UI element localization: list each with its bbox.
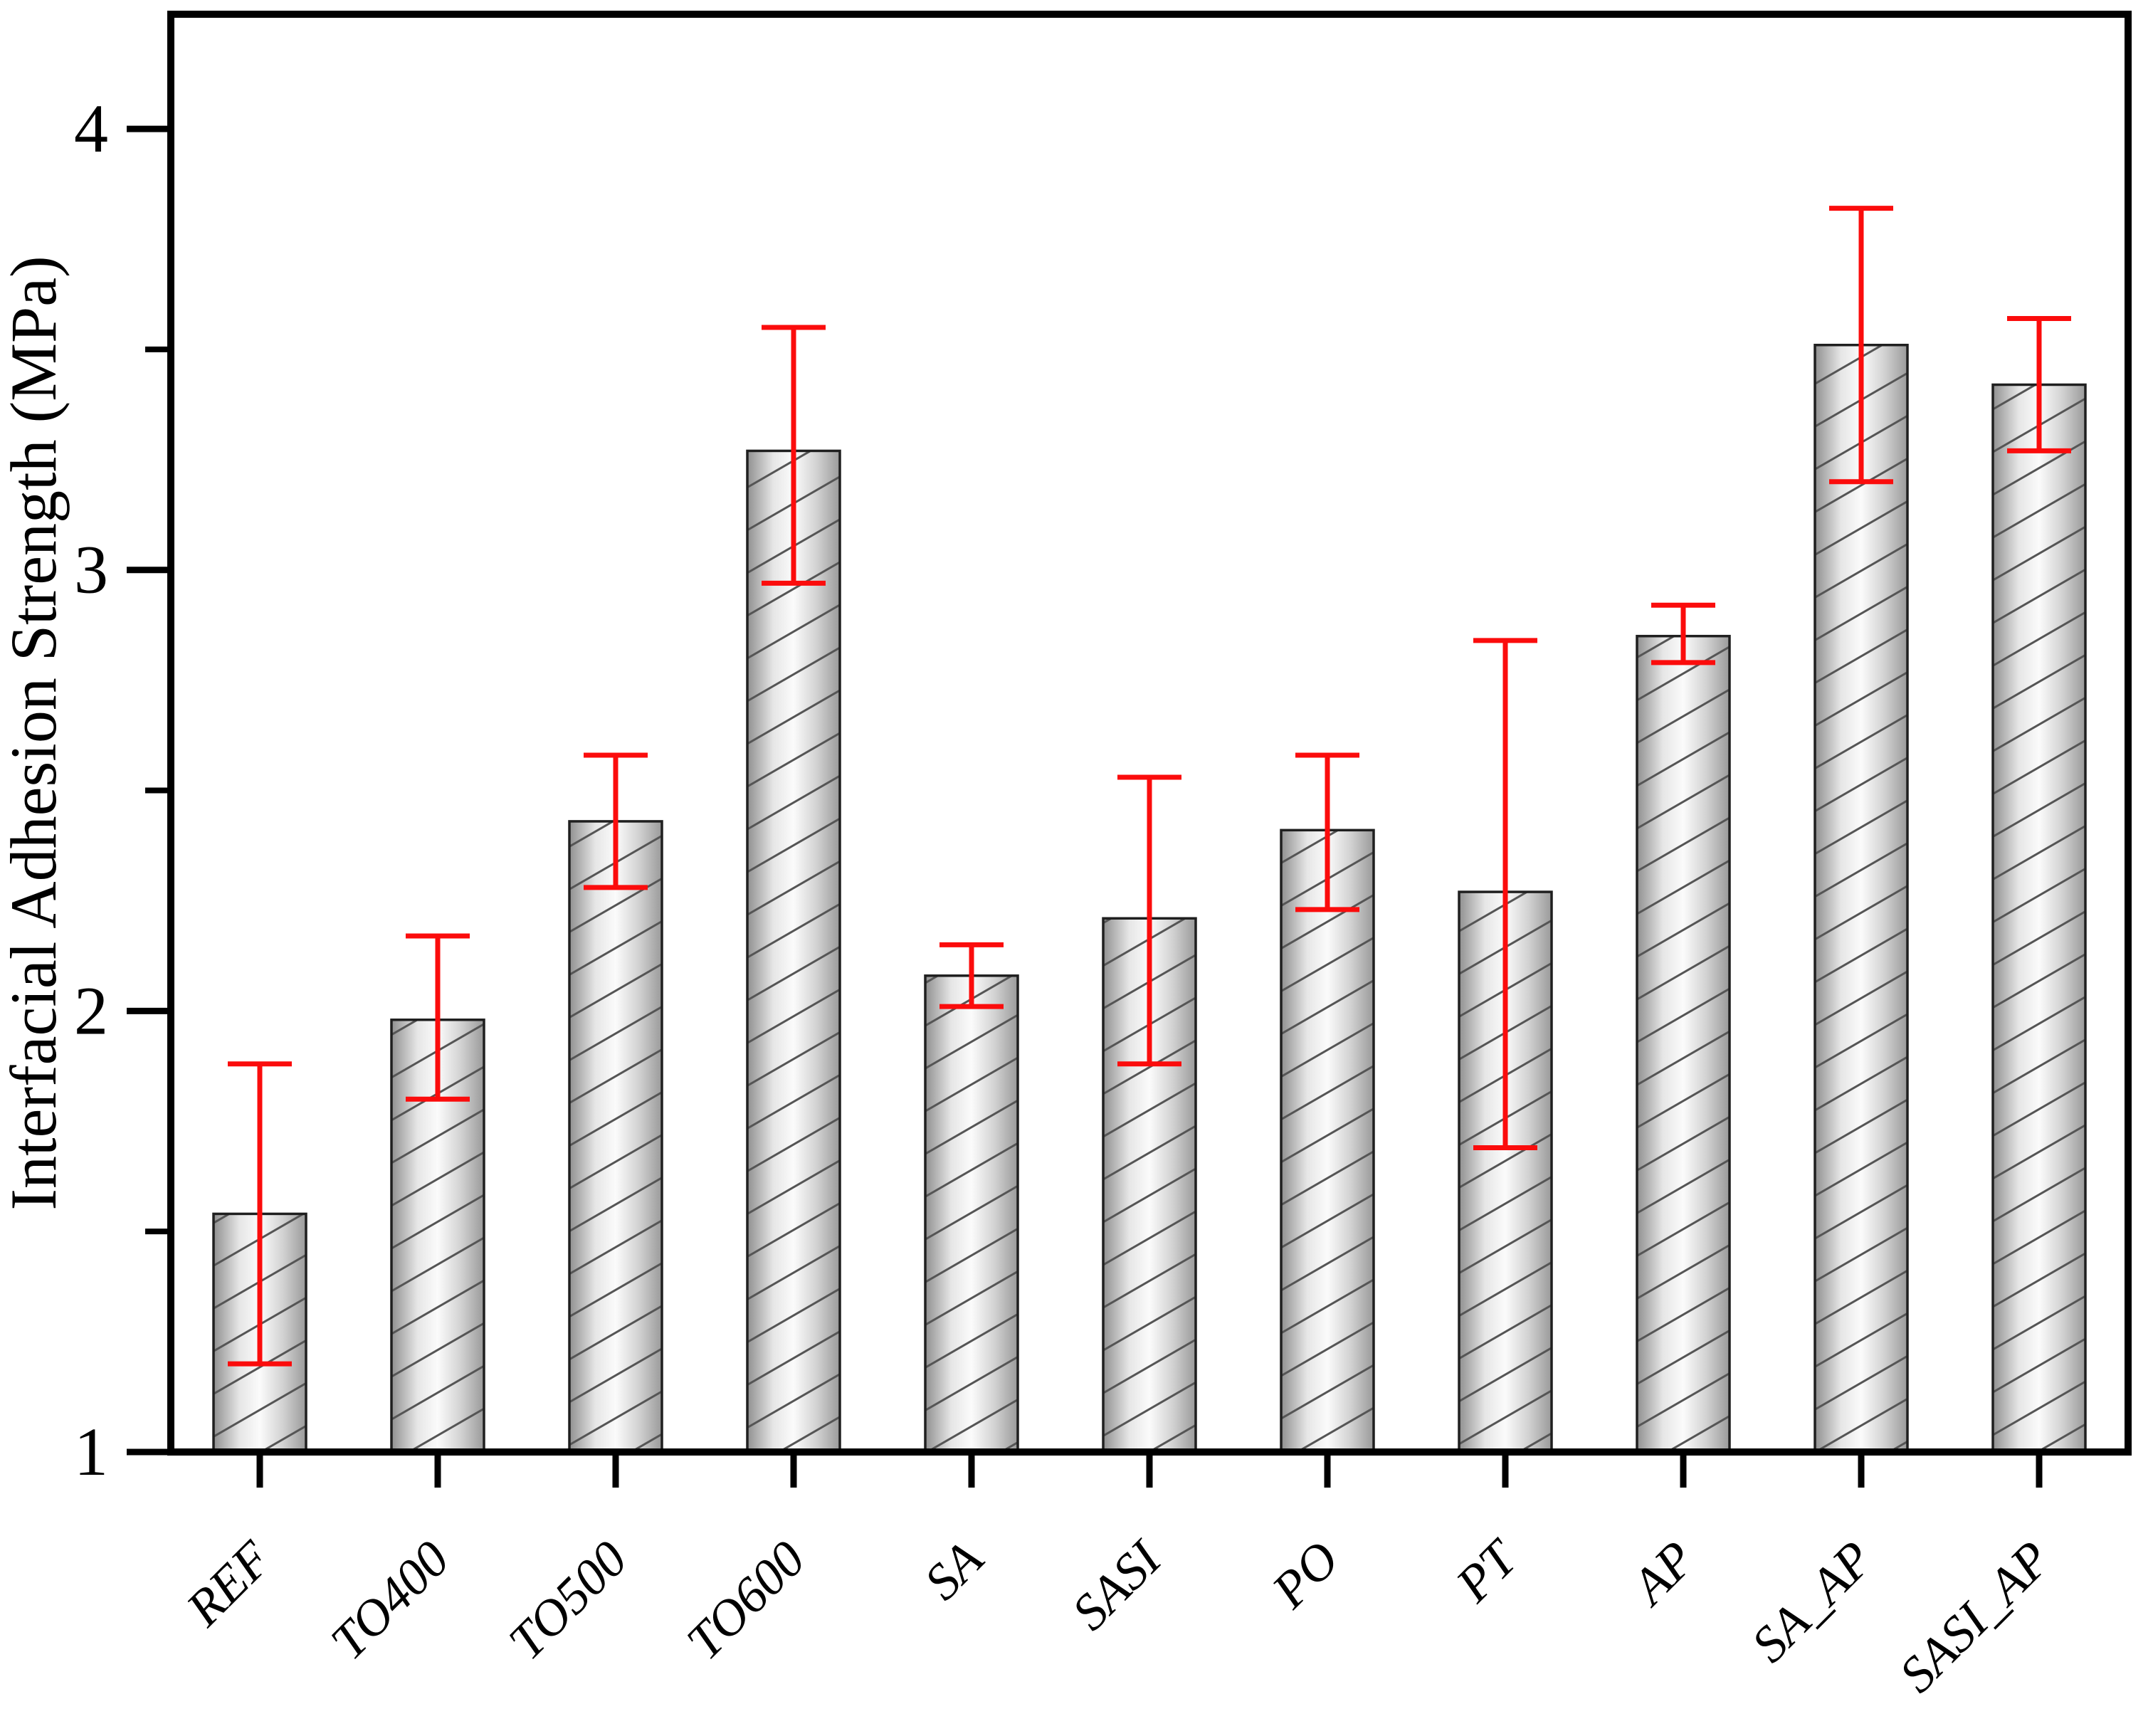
- x-tick-label-PO: PO: [1260, 1530, 1349, 1619]
- error-bar-PT: [1473, 638, 1537, 1150]
- error-bar-SASI_AP: [2007, 316, 2071, 453]
- x-tick-label-REF: REF: [175, 1530, 283, 1637]
- error-bar-TO400: [406, 933, 470, 1102]
- error-bar-AP: [1651, 602, 1715, 666]
- error-bar-SA_AP: [1829, 206, 1893, 485]
- bar-hatch-TO500: [569, 821, 662, 1452]
- x-tick-label-SASI_AP: SASI_AP: [1888, 1530, 2061, 1703]
- bar-hatch-SA_AP: [1815, 344, 1907, 1453]
- x-tick-label-SA: SA: [913, 1530, 994, 1611]
- error-bar-SASI: [1117, 774, 1181, 1067]
- error-bar-TO500: [584, 752, 648, 890]
- x-tick-label-SASI: SASI: [1061, 1529, 1174, 1641]
- y-tick-label-3: 3: [74, 532, 108, 608]
- y-axis-title: Interfacial Adhesion Strength (MPa): [0, 256, 70, 1210]
- x-tick-label-PT: PT: [1445, 1527, 1530, 1613]
- y-tick-label-1: 1: [74, 1414, 108, 1490]
- plot-area: 1 2 3 4 REF TO400 TO500 TO600 SA SASI PO PT AP SA_AP S…: [74, 11, 2132, 1703]
- bar-hatch-PO: [1281, 830, 1374, 1452]
- x-tick-label-TO600: TO600: [675, 1530, 816, 1671]
- y-tick-label-2: 2: [74, 972, 108, 1048]
- error-bar-TO600: [762, 325, 826, 586]
- bar-hatch-SA: [925, 975, 1018, 1452]
- x-tick-label-TO500: TO500: [498, 1530, 638, 1671]
- error-bar-REF: [228, 1061, 292, 1367]
- error-bar-PO: [1295, 752, 1359, 912]
- bar-hatch-AP: [1637, 636, 1730, 1453]
- y-tick-label-4: 4: [74, 90, 108, 167]
- bar-hatch-TO600: [747, 451, 840, 1453]
- error-bar-SA: [939, 942, 1004, 1009]
- x-tick-label-AP: AP: [1619, 1530, 1706, 1617]
- x-tick-label-TO400: TO400: [320, 1530, 460, 1671]
- bar-hatch-SASI_AP: [1993, 384, 2085, 1453]
- x-tick-label-SA_AP: SA_AP: [1741, 1530, 1884, 1673]
